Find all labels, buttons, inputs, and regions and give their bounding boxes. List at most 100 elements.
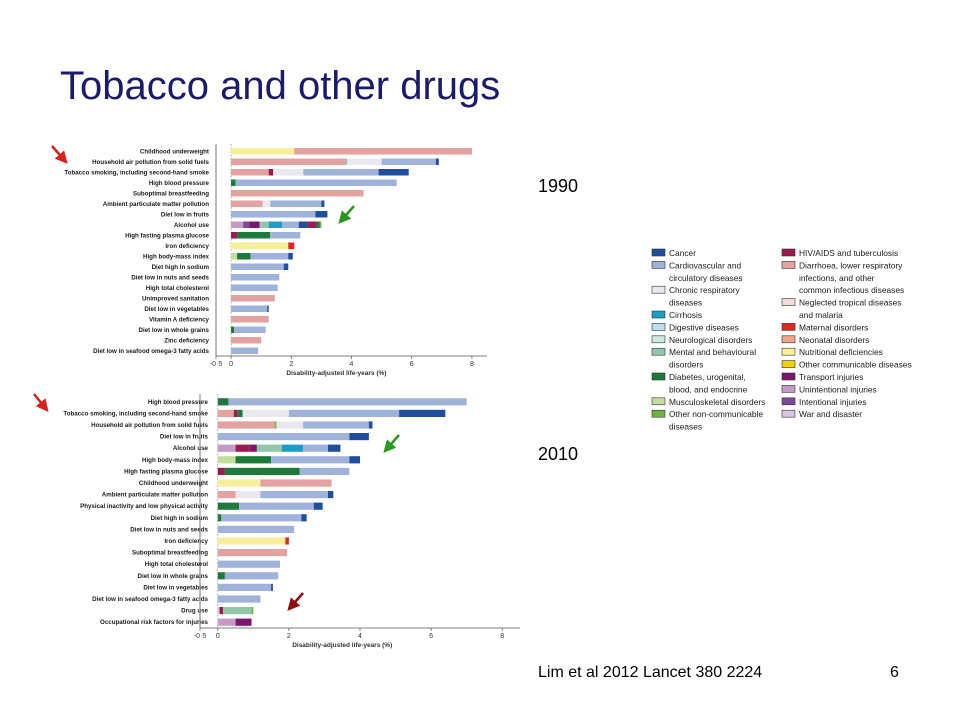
chart-1990-bar-zinc-deficiency-diarrhoea [231,336,262,344]
legend-label-war: War and disaster [799,409,862,419]
chart-1990-row-label: High blood pressure [149,180,210,187]
chart-1990-bar-alcohol-use-transport [249,221,260,229]
chart-2010-bar-diet-low-in-seafood-omega-3-fatty-acids-cardiovascular [217,595,261,603]
year-label-2010: 2010 [538,444,579,464]
chart-2010-bar-diet-low-in-nuts-and-seeds-cardiovascular [217,525,295,533]
legend-label-musculoskeletal: Musculoskeletal disorders [669,397,765,407]
legend-label-hiv-tb: HIV/AIDS and tuberculosis [799,248,898,258]
chart-1990-x-tick-label: -0·5 [210,361,223,368]
chart-1990-bar-diet-low-in-whole-grains-cardiovascular [234,326,266,334]
chart-1990-bar-alcohol-use-other-ncd [319,221,322,229]
chart-2010-bar-occupational-risk-factors-for-injuries-transport [235,618,252,626]
arrow-red-1990 [51,145,68,164]
chart-2010-row-label: Diet low in nuts and seeds [130,526,208,533]
legend-label-maternal: Maternal disorders [799,322,868,332]
chart-1990-bar-alcohol-use-cancer [298,221,308,229]
chart-2010-row-label: Diet high in sodium [151,515,209,522]
chart-1990-bar-high-blood-pressure-cardiovascular [235,179,397,187]
chart-2010-bar-household-air-pollution-from-solid-fuels-other-ncd [274,421,277,429]
chart-2010-row-label: Ambient particulate matter pollution [102,492,208,499]
chart-2010-bar-iron-deficiency-nutritional [217,537,286,545]
chart-2010-row-label: Household air pollution from solid fuels [91,422,208,429]
slide-number: 6 [890,664,899,681]
legend-swatch-diabetes [651,372,666,381]
chart-1990-bar-diet-low-in-vegetables-cardiovascular [231,305,268,313]
chart-1990-row-label: Zinc deficiency [164,337,209,344]
chart-2010-bar-diet-low-in-fruits-cardiovascular [217,433,350,441]
legend-label-mental: disorders [669,360,703,370]
chart-2010-bar-physical-inactivity-and-low-physical-activity-cancer [313,502,323,510]
arrow-red-2010 [33,393,49,412]
legend-swatch-neurological [651,335,666,344]
chart-2010-bar-drug-use-other-ncd [251,607,254,615]
chart-1990-bar-childhood-underweight-diarrhoea [294,147,472,155]
chart-2010-bar-diet-low-in-whole-grains-diabetes [217,572,225,580]
chart-2010-bar-diet-low-in-vegetables-cancer [271,583,273,591]
chart-1990-bar-iron-deficiency-nutritional [231,242,289,250]
chart-2010-bar-household-air-pollution-from-solid-fuels-chronic-respiratory [276,421,304,429]
chart-1990-bar-vitamin-a-deficiency-diarrhoea [231,315,269,323]
chart-1990-bar-tobacco-smoking-including-second-hand-smoke-diarrhoea [231,168,269,176]
legend-label-other-communicable: Other communicable diseases [799,360,912,370]
chart-2010-x-tick-label: 8 [500,633,504,640]
arrow-green-1990 [338,205,355,224]
chart-2010-bar-high-fasting-plasma-glucose-cardiovascular [299,467,350,475]
legend-swatch-cancer [651,248,666,257]
chart-1990-bar-high-body-mass-index-cardiovascular [250,252,289,260]
legend-swatch-nutritional [781,347,796,356]
arrow-darkred-2010 [287,592,304,611]
chart-2010-bar-drug-use-mental [223,607,252,615]
chart-2010-bar-alcohol-use-unintentional [217,444,236,452]
legend-swatch-mental [651,347,666,356]
chart-2010-row-label: Drug use [181,608,208,615]
legend-label-digestive: Digestive diseases [669,322,739,332]
legend-label-intentional: Intentional injuries [799,397,867,407]
chart-2010-bar-household-air-pollution-from-solid-fuels-cardiovascular [303,421,369,429]
chart-2010-bar-alcohol-use-cardiovascular [303,444,328,452]
chart-2010-row-label: Diet low in seafood omega-3 fatty acids [92,596,208,603]
chart-1990-x-tick-label: 4 [350,361,354,368]
chart-2010-row-label: Childhood underweight [139,480,208,487]
chart-2010-row-label: Diet low in fruits [160,434,209,441]
chart-1990-bar-tobacco-smoking-including-second-hand-smoke-chronic-respiratory [273,168,304,176]
chart-2010-row-label: High total cholesterol [145,561,209,568]
chart-1990-bar-household-air-pollution-from-solid-fuels-mental [345,158,347,166]
chart-2010-x-tick-label: -0·5 [194,633,207,640]
chart-2010-row-label: Physical inactivity and low physical act… [80,503,208,510]
chart-2010-bar-high-blood-pressure-diabetes [217,398,229,406]
legend-swatch-unintentional [781,385,796,393]
legend-label-transport: Transport injuries [799,372,863,382]
chart-2010-bar-high-total-cholesterol-cardiovascular [217,560,280,568]
chart-1990-bar-alcohol-use-unintentional [231,221,244,229]
chart-1990-row-label: High fasting plasma glucose [125,232,209,239]
chart-1990-x-tick-label: 6 [410,361,414,368]
chart-1990-bar-diet-low-in-nuts-and-seeds-cardiovascular [231,273,280,281]
chart-2010-bar-high-body-mass-index-cancer [349,456,360,464]
chart-2010-x-tick-label: 0 [216,633,220,640]
chart-2010-bar-drug-use-hiv-tb [219,607,224,615]
legend-swatch-neonatal [781,335,796,344]
chart-2010-bar-high-body-mass-index-cardiovascular [271,456,350,464]
chart-2010-row-label: Iron deficiency [164,538,208,545]
chart-1990-row-label: Household air pollution from solid fuels [92,159,209,166]
chart-2010-row-label: Alcohol use [173,445,209,452]
chart-2010-x-tick-label: 2 [287,633,291,640]
chart-1990-row-label: High total cholesterol [146,285,210,292]
chart-2010-bar-tobacco-smoking-including-second-hand-smoke-diabetes [237,409,243,417]
chart-2010-bar-diet-low-in-vegetables-cardiovascular [217,583,272,591]
chart-1990-bar-alcohol-use-cirrhosis [268,221,283,229]
chart-2010-bar-household-air-pollution-from-solid-fuels-diarrhoea [217,421,275,429]
chart-1990-bar-ambient-particulate-matter-pollution-diarrhoea [231,200,263,208]
chart-1990-bar-high-fasting-plasma-glucose-cardiovascular [270,231,301,239]
legend-swatch-ntd [781,298,796,306]
legend-label-chronic-respiratory: Chronic respiratory [669,285,741,295]
legend-label-cardiovascular: circulatory diseases [669,273,743,283]
legend-swatch-diarrhoea [781,261,796,269]
chart-2010-bar-diet-low-in-fruits-cancer [349,433,369,441]
chart-1990-row-label: High body-mass index [143,253,210,260]
chart-2010-bar-childhood-underweight-nutritional [217,479,261,487]
legend-swatch-musculoskeletal [651,397,666,406]
chart-2010-bar-childhood-underweight-diarrhoea [260,479,332,487]
chart-2010-bar-high-blood-pressure-cardiovascular [228,398,467,406]
